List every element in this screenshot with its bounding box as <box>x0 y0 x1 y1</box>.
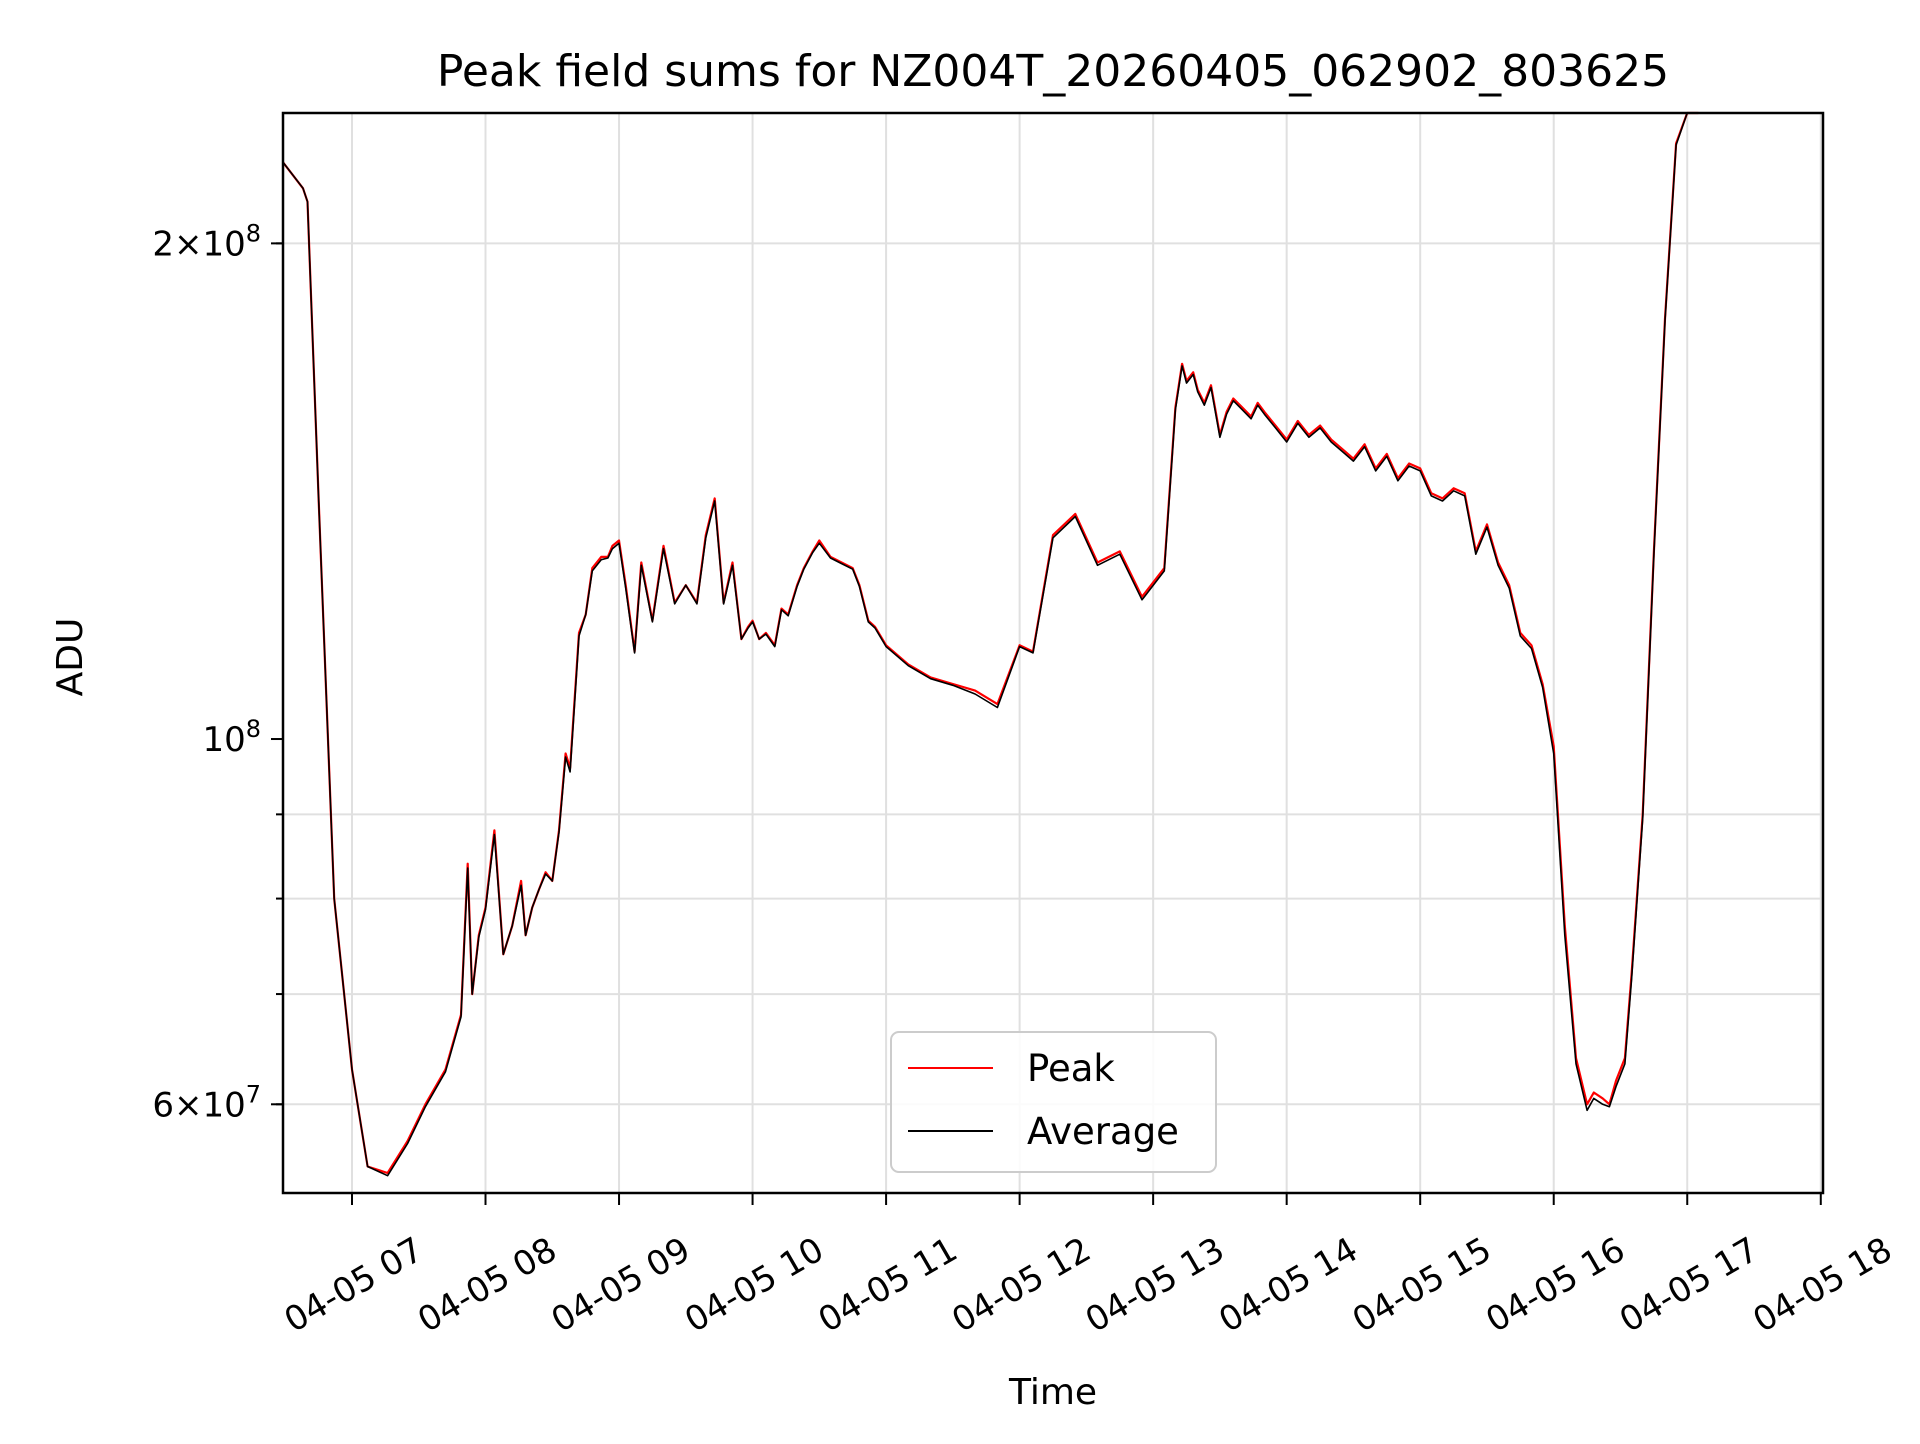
x-axis-label: Time <box>1008 1372 1097 1413</box>
series-line-average <box>282 112 1699 1177</box>
legend-label-average: Average <box>1027 1110 1179 1153</box>
y-axis-label: ADU <box>50 618 91 697</box>
legend: Peak Average <box>890 1031 1217 1173</box>
plot-frame <box>281 111 1825 1195</box>
y-tick-label: 6×107 <box>152 1080 261 1125</box>
series-layer <box>282 111 1699 1177</box>
y-axis-ticks: 6×107 108 2×108 <box>152 219 283 1125</box>
y-tick-label: 2×108 <box>152 219 261 264</box>
y-tick-label: 108 <box>202 715 261 760</box>
chart-title: Peak field sums for NZ004T_20260405_0629… <box>437 46 1669 97</box>
legend-label-peak: Peak <box>1027 1047 1115 1090</box>
